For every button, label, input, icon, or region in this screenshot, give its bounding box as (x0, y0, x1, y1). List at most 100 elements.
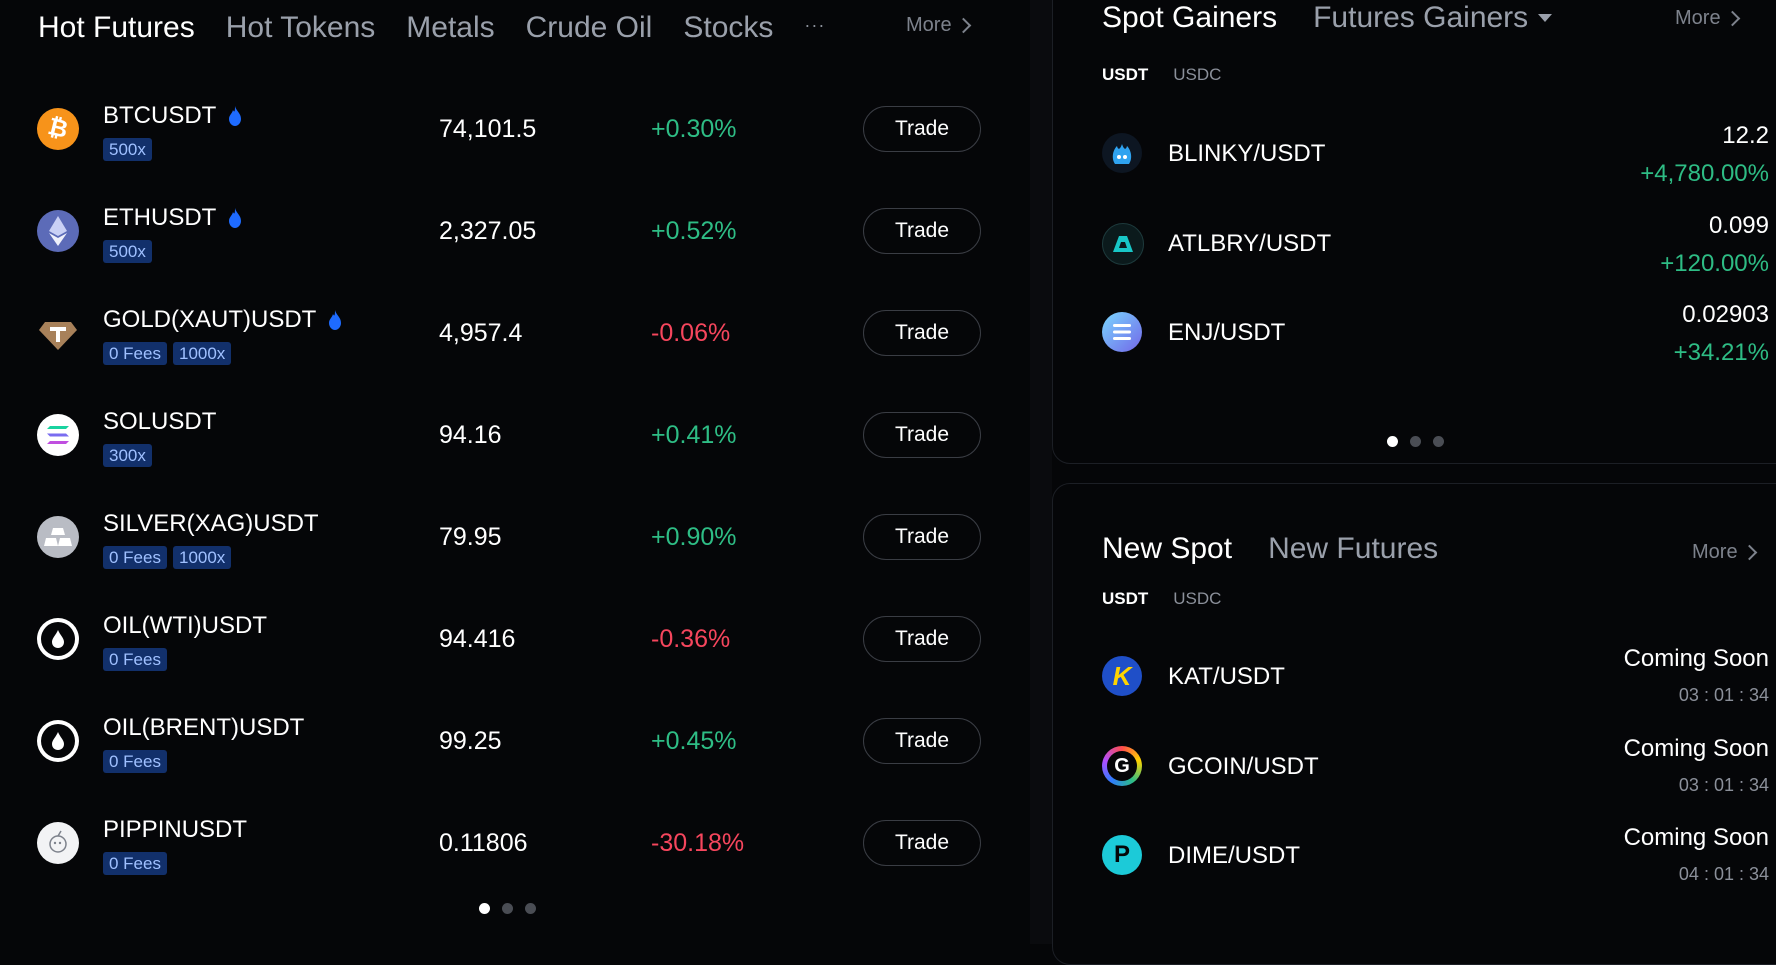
subtab-usdc[interactable]: USDC (1173, 589, 1222, 608)
list-item[interactable]: ETHUSDT 500x 2,327.05 +0.52% Trade (0, 180, 1030, 282)
pair-values: Coming Soon 04 : 01 : 34 (1624, 824, 1769, 885)
price-change: +0.41% (651, 421, 737, 449)
pager-dot[interactable] (1433, 436, 1444, 447)
trade-button[interactable]: Trade (863, 514, 981, 560)
list-item[interactable]: SOLUSDT 300x 94.16 +0.41% Trade (0, 384, 1030, 486)
dime-icon: P (1102, 835, 1142, 875)
quote-subtabs: USDT USDC (1102, 589, 1221, 609)
subtab-usdt[interactable]: USDT (1102, 65, 1149, 84)
pager-dot[interactable] (525, 903, 536, 914)
list-item[interactable]: GOLD(XAUT)USDT 0 Fees 1000x 4,957.4 -0.0… (0, 282, 1030, 384)
more-link[interactable]: More (906, 14, 971, 37)
price-change: +0.30% (651, 115, 737, 143)
atlbry-icon (1102, 223, 1144, 265)
countdown-timer: 03 : 01 : 34 (1678, 685, 1769, 705)
btc-icon: ₿ (37, 108, 79, 150)
list-item[interactable]: BLINKY/USDT 12.2 +4,780.00% (1053, 108, 1776, 198)
list-item[interactable]: ENJ/USDT 0.02903 +34.21% (1053, 287, 1776, 377)
more-link[interactable]: More (1675, 7, 1740, 30)
price-change: +0.52% (651, 217, 737, 245)
trade-button[interactable]: Trade (863, 106, 981, 152)
fee-badge: 0 Fees (103, 546, 167, 569)
more-tabs-ellipsis-icon[interactable]: ··· (804, 14, 826, 35)
more-link[interactable]: More (1692, 541, 1757, 564)
pair-values: 12.2 +4,780.00% (1640, 122, 1769, 188)
tab-hot-tokens[interactable]: Hot Tokens (225, 11, 376, 44)
chevron-right-icon (1724, 10, 1740, 27)
pair-name: KAT/USDT (1168, 663, 1285, 690)
panel-divider (1030, 0, 1052, 944)
last-price: 94.416 (439, 625, 516, 653)
list-item[interactable]: P DIME/USDT Coming Soon 04 : 01 : 34 (1053, 810, 1776, 900)
pager-dot[interactable] (1387, 436, 1398, 447)
pager-dot[interactable] (1410, 436, 1421, 447)
sol-icon (37, 414, 79, 456)
list-item[interactable]: OIL(BRENT)USDT 0 Fees 99.25 +0.45% Trade (0, 690, 1030, 792)
pager-dot[interactable] (502, 903, 513, 914)
last-price: 0.099 (1708, 212, 1769, 239)
subtab-usdt[interactable]: USDT (1102, 589, 1149, 608)
oil-drop-icon (37, 618, 79, 660)
tag-group: 0 Fees (103, 852, 167, 875)
price-change: -0.06% (651, 319, 731, 347)
symbol-name: SILVER(XAG)USDT (103, 510, 319, 537)
kat-icon: K (1102, 656, 1142, 696)
last-price: 0.11806 (439, 829, 528, 857)
tab-spot-gainers[interactable]: Spot Gainers (1102, 1, 1278, 34)
carousel-pager (1387, 436, 1444, 447)
xaut-icon (37, 312, 79, 354)
trade-button[interactable]: Trade (863, 310, 981, 356)
trade-button[interactable]: Trade (863, 616, 981, 662)
list-item[interactable]: PIPPINUSDT 0 Fees 0.11806 -30.18% Trade (0, 792, 1030, 894)
more-label: More (1692, 541, 1738, 563)
flame-icon (229, 106, 242, 126)
tab-metals[interactable]: Metals (406, 11, 495, 44)
eth-icon (37, 210, 79, 252)
list-item[interactable]: SILVER(XAG)USDT 0 Fees 1000x 79.95 +0.90… (0, 486, 1030, 588)
pair-name: BLINKY/USDT (1168, 140, 1326, 167)
last-price: 74,101.5 (439, 115, 537, 143)
list-item[interactable]: OIL(WTI)USDT 0 Fees 94.416 -0.36% Trade (0, 588, 1030, 690)
leverage-badge: 500x (103, 138, 152, 161)
pair-values: Coming Soon 03 : 01 : 34 (1624, 735, 1769, 796)
leverage-badge: 1000x (172, 342, 232, 365)
pair-name: DIME/USDT (1168, 842, 1300, 869)
pippin-icon (37, 822, 79, 864)
price-change: -30.18% (651, 829, 745, 857)
listing-status: Coming Soon (1623, 824, 1769, 851)
symbol-name: ETHUSDT (103, 204, 244, 232)
list-item[interactable]: G GCOIN/USDT Coming Soon 03 : 01 : 34 (1053, 721, 1776, 811)
tab-crude-oil[interactable]: Crude Oil (525, 11, 653, 44)
hot-markets-panel: Hot Futures Hot Tokens Metals Crude Oil … (0, 11, 1030, 914)
tag-group: 500x (103, 240, 152, 263)
enj-icon (1102, 312, 1142, 352)
last-price: 4,957.4 (439, 319, 523, 347)
trade-button[interactable]: Trade (863, 718, 981, 764)
fee-badge: 0 Fees (103, 648, 167, 671)
last-price: 99.25 (439, 727, 502, 755)
blinky-icon (1102, 133, 1142, 173)
fee-badge: 0 Fees (103, 342, 167, 365)
list-item[interactable]: ₿ BTCUSDT 500x 74,101.5 +0.30% Trade (0, 78, 1030, 180)
tab-new-spot[interactable]: New Spot (1102, 532, 1233, 565)
tab-stocks[interactable]: Stocks (683, 11, 774, 44)
tab-hot-futures[interactable]: Hot Futures (38, 11, 195, 44)
trade-button[interactable]: Trade (863, 820, 981, 866)
gainers-tabs: Spot Gainers Futures Gainers (1102, 1, 1553, 35)
pager-dot[interactable] (479, 903, 490, 914)
tag-group: 500x (103, 138, 152, 161)
pair-values: 0.099 +120.00% (1660, 212, 1769, 278)
list-item[interactable]: ATLBRY/USDT 0.099 +120.00% (1053, 198, 1776, 288)
listing-status: Coming Soon (1623, 645, 1769, 672)
pair-values: Coming Soon 03 : 01 : 34 (1624, 645, 1769, 706)
trade-button[interactable]: Trade (863, 208, 981, 254)
last-price: 94.16 (439, 421, 502, 449)
countdown-timer: 03 : 01 : 34 (1678, 775, 1769, 795)
tag-group: 300x (103, 444, 152, 467)
trade-button[interactable]: Trade (863, 412, 981, 458)
list-item[interactable]: K KAT/USDT Coming Soon 03 : 01 : 34 (1053, 631, 1776, 721)
tab-futures-gainers[interactable]: Futures Gainers (1313, 1, 1553, 35)
tab-new-futures[interactable]: New Futures (1268, 532, 1439, 565)
subtab-usdc[interactable]: USDC (1173, 65, 1222, 84)
fee-badge: 0 Fees (103, 750, 167, 773)
